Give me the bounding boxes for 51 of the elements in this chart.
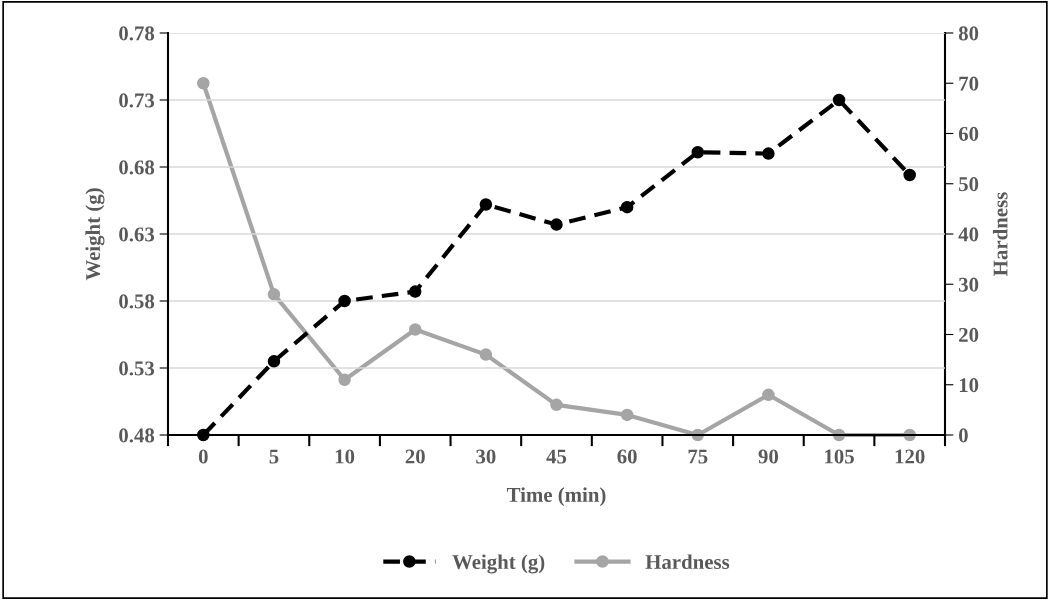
x-tick-label: 105 <box>825 449 854 464</box>
x-tick-label: 45 <box>546 449 567 464</box>
point <box>691 146 705 159</box>
y-tick-label: 0.58 <box>119 294 155 309</box>
point <box>903 168 916 182</box>
point <box>479 198 493 211</box>
y2-axis-title: Hardness <box>992 192 1008 276</box>
legend-label: Weight (g) <box>452 554 545 574</box>
x-tick-label: 90 <box>758 449 779 464</box>
x-tick-label: 0 <box>198 449 208 464</box>
y-tick-label: 0.48 <box>119 428 155 443</box>
point <box>620 408 634 422</box>
y2-tick-label: 70 <box>959 76 979 91</box>
y2-tick-label: 10 <box>959 378 979 393</box>
point <box>620 200 634 214</box>
x-tick-label: 10 <box>335 449 355 464</box>
y2-tick-label: 60 <box>958 126 979 141</box>
point <box>550 398 563 412</box>
y2-tick-label: 0 <box>958 428 968 443</box>
y-tick-label: 0.53 <box>119 361 155 376</box>
x-tick-label: 20 <box>405 449 425 464</box>
x-axis-title: Time (min) <box>506 487 606 507</box>
point <box>832 93 846 107</box>
point <box>408 285 422 298</box>
x-tick-label: 120 <box>895 449 925 464</box>
point <box>267 288 281 301</box>
point <box>197 428 210 442</box>
y-tick-label: 0.73 <box>119 93 155 108</box>
x-tick-label: 30 <box>476 449 496 464</box>
x-tick-label: 75 <box>688 449 708 464</box>
y2-tick-label: 50 <box>959 177 979 192</box>
y2-tick-label: 80 <box>958 26 979 41</box>
y2-tick-label: 40 <box>958 227 979 242</box>
point <box>762 147 775 160</box>
legend-label: Hardness <box>645 554 730 570</box>
point <box>550 218 563 231</box>
y2-tick-label: 20 <box>959 327 979 342</box>
point <box>338 294 351 308</box>
point <box>338 373 351 386</box>
y-tick-label: 0.68 <box>119 160 155 175</box>
point <box>197 76 210 90</box>
point <box>479 348 493 361</box>
y-tick-label: 0.63 <box>119 227 155 242</box>
point <box>762 388 775 402</box>
y-axis-title: Weight (g) <box>85 188 105 281</box>
x-tick-label: 5 <box>269 449 279 464</box>
point <box>267 355 281 368</box>
point <box>408 323 422 336</box>
y-tick-label: 0.78 <box>119 26 155 41</box>
x-tick-label: 60 <box>617 449 637 464</box>
y2-tick-label: 30 <box>958 277 979 292</box>
